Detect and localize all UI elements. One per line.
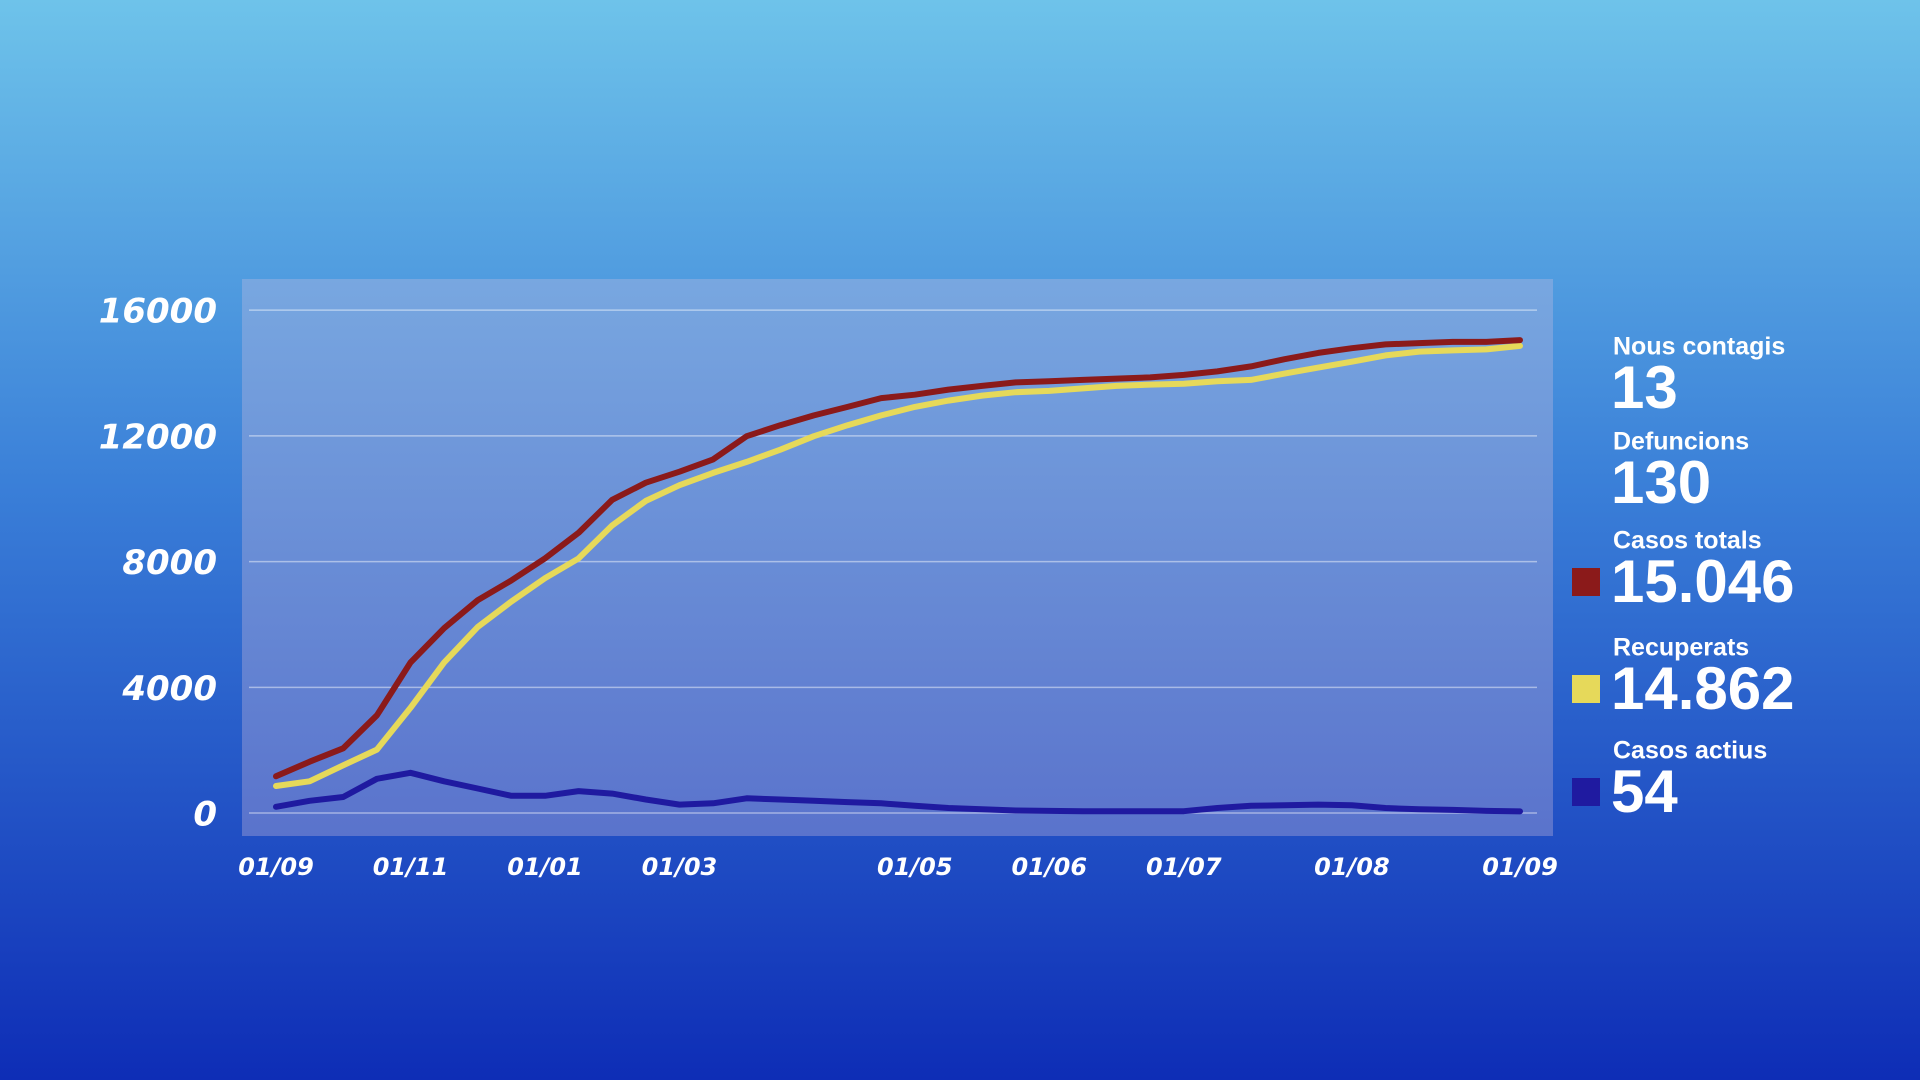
stat-value: 13 <box>1611 354 1678 421</box>
stat-value: 14.862 <box>1611 655 1795 722</box>
stat-label: Casos actius <box>1613 737 1767 765</box>
stat-value: 130 <box>1611 449 1711 516</box>
legend-swatch <box>1572 675 1600 703</box>
legend-swatch <box>1572 568 1600 596</box>
y-tick-label: 0 <box>193 795 217 835</box>
y-tick-label: 12000 <box>99 417 217 457</box>
stat-label: Casos totals <box>1613 527 1762 555</box>
stat-value: 15.046 <box>1611 548 1795 615</box>
legend-swatch <box>1572 778 1600 806</box>
x-tick-label: 01/09 <box>1482 853 1558 881</box>
x-tick-label: 01/11 <box>373 853 449 881</box>
series-line <box>273 769 1523 815</box>
series-line <box>273 337 1523 780</box>
x-tick-label: 01/01 <box>507 853 583 881</box>
stat-label: Recuperats <box>1613 634 1749 662</box>
stat-label: Defuncions <box>1613 428 1749 456</box>
x-tick-label: 01/09 <box>238 853 314 881</box>
series-line <box>273 342 1523 789</box>
x-tick-label: 01/05 <box>877 853 953 881</box>
plot-area <box>242 279 1553 836</box>
y-tick-label: 8000 <box>122 543 217 583</box>
y-tick-label: 16000 <box>99 292 217 332</box>
stat-label: Nous contagis <box>1613 333 1785 361</box>
x-tick-label: 01/06 <box>1012 853 1088 881</box>
x-tick-label: 01/07 <box>1146 853 1222 881</box>
stat-value: 54 <box>1611 758 1678 825</box>
y-tick-label: 4000 <box>121 669 217 709</box>
x-tick-label: 01/03 <box>642 853 718 881</box>
x-tick-label: 01/08 <box>1314 853 1390 881</box>
